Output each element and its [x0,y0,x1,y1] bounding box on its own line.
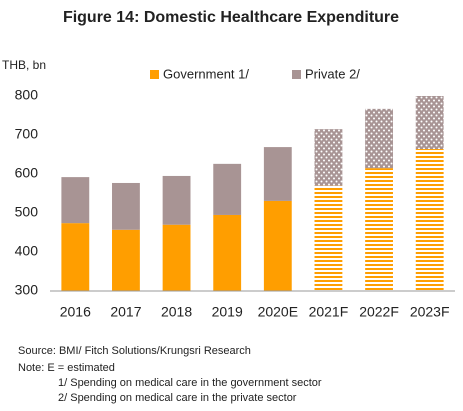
bar [314,185,343,291]
source: Source: BMI/ Fitch Solutions/Krungsri Re… [18,345,251,357]
x-tick-label: 2016 [60,304,91,320]
bar [213,214,242,291]
bar [415,149,444,291]
x-tick-label: 2020E [258,304,298,320]
legend-label: Government 1/ [163,66,249,81]
bar [112,229,140,291]
x-tick-label: 2018 [161,304,192,320]
x-tick-label: 2023F [410,304,450,320]
bar [415,96,444,150]
y-tick-label: 600 [15,165,39,181]
bar [162,224,191,291]
bar [61,177,90,224]
bar [112,182,140,230]
bar [314,129,343,186]
bar [365,168,393,291]
bar [61,223,90,291]
chart-title: Figure 14: Domestic Healthcare Expenditu… [63,9,399,26]
y-tick-label: 500 [15,204,39,220]
y-tick-label: 300 [15,282,39,298]
note: 2/ Spending on medical care in the priva… [58,392,297,404]
legend-label: Private 2/ [305,66,360,81]
x-tick-label: 2017 [110,304,141,320]
x-tick-label: 2021F [309,304,349,320]
note: 1/ Spending on medical care in the gover… [58,377,322,389]
bar [263,200,292,291]
bar [263,147,292,201]
x-tick-label: 2022F [359,304,399,320]
legend-swatch [292,70,301,79]
y-tick-label: 400 [15,243,39,259]
bar [162,175,191,225]
bar [365,108,393,169]
note: Note: E = estimated [18,362,115,374]
x-tick-label: 2019 [212,304,243,320]
y-tick-label: 700 [15,126,39,142]
y-tick-label: 800 [15,87,39,103]
y-axis-label: THB, bn [2,58,46,72]
legend-swatch [150,70,159,79]
bar [213,163,242,215]
